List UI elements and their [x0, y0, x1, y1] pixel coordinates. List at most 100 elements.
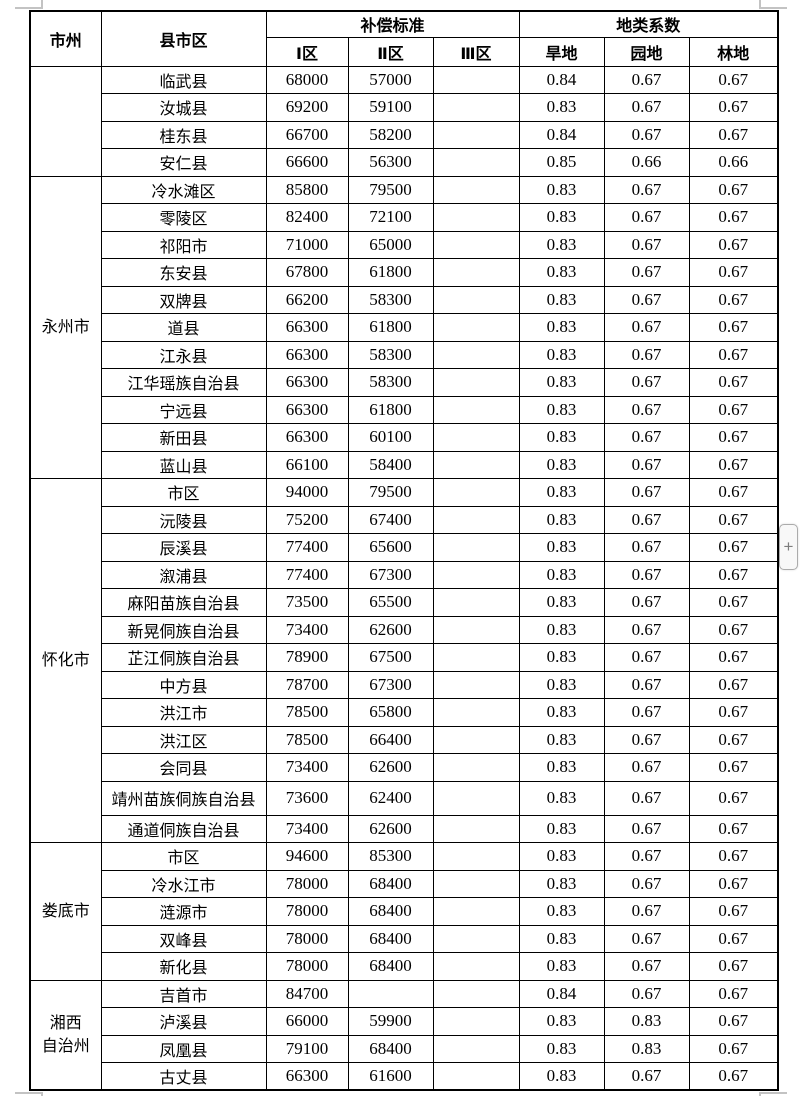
dryland-cell: 0.83: [518, 313, 605, 342]
zone1-cell: 67800: [265, 258, 349, 287]
forest-cell: 0.67: [688, 395, 779, 424]
county-cell: 市区: [100, 842, 267, 871]
plus-button[interactable]: +: [779, 524, 798, 570]
zone1-cell: 78500: [265, 698, 349, 727]
zone3-cell: [432, 478, 520, 507]
zone2-cell: 62600: [347, 615, 434, 644]
county-cell: 临武县: [100, 65, 267, 94]
county-cell: 涟源市: [100, 897, 267, 926]
forest-cell: 0.67: [688, 560, 779, 589]
zone3-cell: [432, 203, 520, 232]
table-row: 祁阳市 71000 65000 0.83 0.67 0.67: [30, 230, 779, 259]
zone3-cell: [432, 615, 520, 644]
garden-cell: 0.67: [603, 258, 690, 287]
dryland-cell: 0.83: [518, 588, 605, 617]
forest-cell: 0.67: [688, 478, 779, 507]
zone1-cell: 68000: [265, 65, 349, 94]
plus-icon: +: [783, 537, 794, 556]
garden-cell: 0.67: [603, 285, 690, 314]
table-row: 新化县 78000 68400 0.83 0.67 0.67: [30, 952, 779, 981]
forest-cell: 0.67: [688, 533, 779, 562]
garden-cell: 0.67: [603, 588, 690, 617]
zone2-cell: 67400: [347, 505, 434, 534]
table-row: 东安县 67800 61800 0.83 0.67 0.67: [30, 258, 779, 287]
zone2-cell: 58300: [347, 285, 434, 314]
zone2-cell: 65500: [347, 588, 434, 617]
dryland-cell: 0.83: [518, 924, 605, 953]
table-row: 通道侗族自治县 73400 62600 0.83 0.67 0.67: [30, 814, 779, 843]
forest-cell: 0.67: [688, 897, 779, 926]
table-row: 涟源市 78000 68400 0.83 0.67 0.67: [30, 897, 779, 926]
county-cell: 靖州苗族侗族自治县: [100, 780, 267, 816]
zone3-cell: [432, 780, 520, 816]
county-cell: 新化县: [100, 952, 267, 981]
zone3-cell: [432, 952, 520, 981]
zone2-cell: 67300: [347, 560, 434, 589]
table-row: 泸溪县 66000 59900 0.83 0.83 0.67: [30, 1007, 779, 1036]
zone1-cell: 71000: [265, 230, 349, 259]
zone3-cell: [432, 588, 520, 617]
garden-cell: 0.67: [603, 423, 690, 452]
zone2-cell: 62600: [347, 814, 434, 843]
table-row: 安仁县 66600 56300 0.85 0.66 0.66: [30, 148, 779, 177]
table-row: 零陵区 82400 72100 0.83 0.67 0.67: [30, 203, 779, 232]
forest-cell: 0.67: [688, 258, 779, 287]
forest-cell: 0.67: [688, 1062, 779, 1091]
garden-cell: 0.67: [603, 869, 690, 898]
zone1-cell: 78500: [265, 725, 349, 754]
dryland-cell: 0.83: [518, 643, 605, 672]
zone2-cell: 66400: [347, 725, 434, 754]
table-row: 江永县 66300 58300 0.83 0.67 0.67: [30, 340, 779, 369]
zone3-cell: [432, 814, 520, 843]
forest-cell: 0.67: [688, 698, 779, 727]
city-cell: 娄底市: [29, 842, 102, 981]
header-forest: 林地: [688, 36, 779, 67]
header-zone-3: Ⅲ区: [432, 36, 520, 67]
forest-cell: 0.67: [688, 615, 779, 644]
zone2-cell: 56300: [347, 148, 434, 177]
zone2-cell: [347, 979, 434, 1008]
zone3-cell: [432, 505, 520, 534]
zone1-cell: 78900: [265, 643, 349, 672]
table-row: 汝城县 69200 59100 0.83 0.67 0.67: [30, 93, 779, 122]
header-zone-1: Ⅰ区: [265, 36, 349, 67]
zone3-cell: [432, 643, 520, 672]
county-cell: 洪江市: [100, 698, 267, 727]
garden-cell: 0.67: [603, 175, 690, 204]
zone2-cell: 79500: [347, 175, 434, 204]
dryland-cell: 0.83: [518, 814, 605, 843]
crop-mark-bottom-right-v: [759, 1092, 761, 1096]
table-row: 永州市 冷水滩区 85800 79500 0.83 0.67 0.67: [29, 175, 779, 479]
zone1-cell: 78000: [265, 924, 349, 953]
zone1-cell: 66300: [265, 423, 349, 452]
zone2-cell: 61800: [347, 395, 434, 424]
zone2-cell: 61800: [347, 258, 434, 287]
zone3-cell: [432, 560, 520, 589]
dryland-cell: 0.83: [518, 615, 605, 644]
dryland-cell: 0.83: [518, 285, 605, 314]
forest-cell: 0.67: [688, 979, 779, 1008]
dryland-cell: 0.83: [518, 1062, 605, 1091]
county-cell: 江永县: [100, 340, 267, 369]
zone2-cell: 62600: [347, 753, 434, 782]
forest-cell: 0.67: [688, 842, 779, 871]
zone3-cell: [432, 93, 520, 122]
garden-cell: 0.67: [603, 65, 690, 94]
compensation-table: 市州 县市区 补偿标准 地类系数 Ⅰ区 Ⅱ区 Ⅲ区 旱地 园地 林地 临武县 68…: [29, 10, 780, 1091]
dryland-cell: 0.83: [518, 450, 605, 479]
table-row: 新田县 66300 60100 0.83 0.67 0.67: [30, 423, 779, 452]
county-cell: 麻阳苗族自治县: [100, 588, 267, 617]
zone2-cell: 65600: [347, 533, 434, 562]
zone1-cell: 84700: [265, 979, 349, 1008]
dryland-cell: 0.83: [518, 725, 605, 754]
zone3-cell: [432, 979, 520, 1008]
county-cell: 宁远县: [100, 395, 267, 424]
county-cell: 新晃侗族自治县: [100, 615, 267, 644]
zone1-cell: 66300: [265, 313, 349, 342]
garden-cell: 0.67: [603, 897, 690, 926]
zone1-cell: 73600: [265, 780, 349, 816]
garden-cell: 0.67: [603, 368, 690, 397]
forest-cell: 0.67: [688, 670, 779, 699]
forest-cell: 0.67: [688, 725, 779, 754]
